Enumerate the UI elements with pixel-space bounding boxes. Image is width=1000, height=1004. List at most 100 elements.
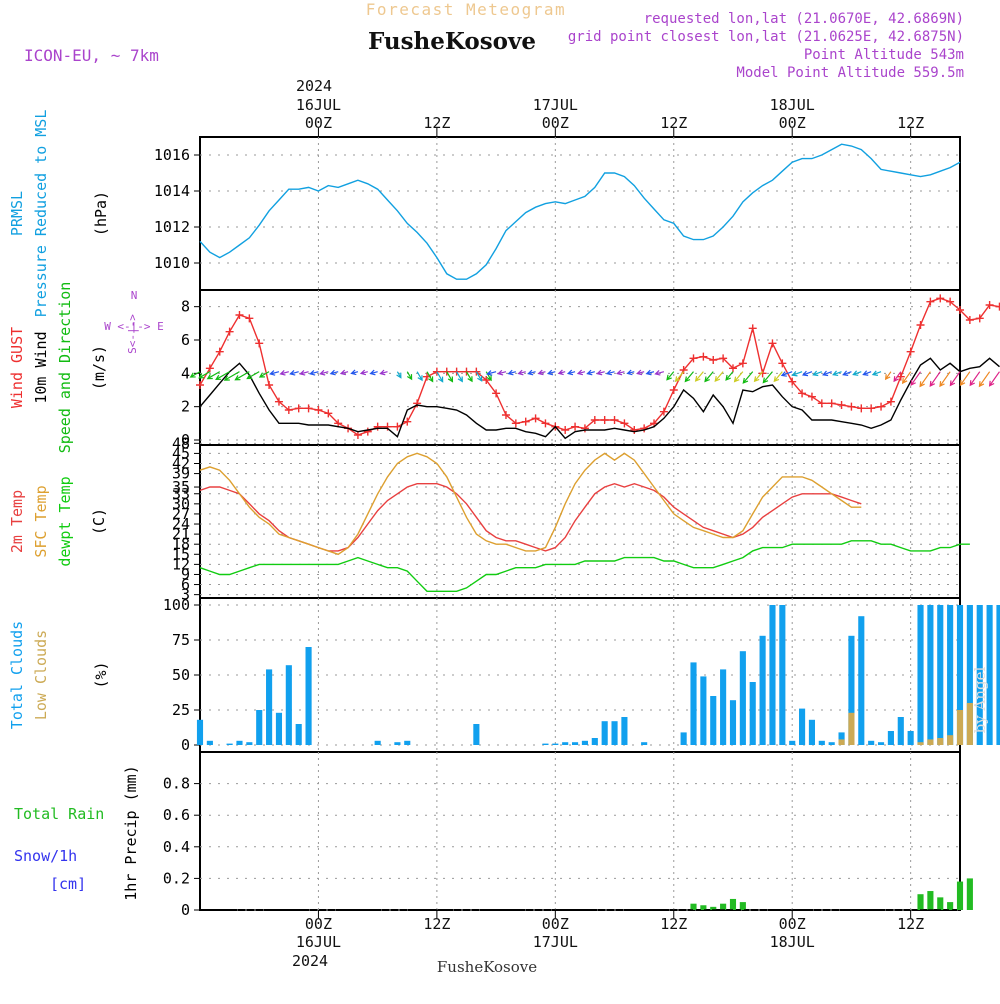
- y-tick-label: 1010: [154, 254, 190, 272]
- gust-marker: [393, 422, 402, 431]
- wind-direction-arrow: [812, 370, 823, 377]
- model-label: ICON-EU, ~ 7km: [24, 46, 159, 65]
- y-tick-label: 45: [172, 444, 190, 462]
- panel-variable-label: 10m Wind: [32, 331, 50, 403]
- gust-marker: [630, 426, 639, 434]
- bar-mark: [275, 712, 283, 745]
- y-tick-label: 0: [181, 901, 190, 919]
- gust-marker: [196, 381, 204, 389]
- wind-direction-arrow: [475, 371, 483, 382]
- bottom-date-label: 17JUL: [533, 933, 578, 951]
- wind-direction-arrow: [456, 371, 463, 383]
- gust-marker: [886, 397, 895, 406]
- wind-direction-arrow: [780, 371, 793, 377]
- wind-direction-arrow: [949, 371, 961, 387]
- gust-marker: [758, 369, 767, 378]
- bottom-time-label: 12Z: [897, 915, 924, 933]
- bar-mark: [710, 906, 717, 910]
- wind-direction-arrow: [969, 371, 981, 387]
- gust-marker: [245, 314, 254, 323]
- bar-mark: [680, 732, 687, 745]
- bar-mark: [779, 605, 786, 745]
- wind-direction-arrow: [246, 371, 260, 380]
- gust-marker: [205, 364, 214, 373]
- y-tick-label: 0.6: [163, 806, 190, 824]
- y-tick-label: 1014: [154, 182, 190, 200]
- bar-mark: [956, 710, 964, 745]
- panel-unit-label: (%): [92, 661, 110, 688]
- gust-marker: [728, 364, 737, 373]
- wind-direction-arrow: [832, 370, 842, 377]
- closest-gridpoint-coordinates: grid point closest lon,lat (21.0625E, 42…: [568, 29, 964, 45]
- y-tick-label: 21: [172, 525, 190, 543]
- gust-marker: [324, 409, 333, 418]
- wind-direction-arrow: [674, 371, 685, 383]
- wind-direction-arrow: [901, 371, 912, 385]
- wind-direction-arrow: [645, 369, 655, 376]
- gust-marker: [719, 354, 728, 363]
- gust-marker: [531, 414, 540, 423]
- top-year-label: 2024: [296, 77, 332, 95]
- y-tick-label: 15: [172, 545, 190, 563]
- compass-south-axis: S<-|->: [126, 314, 139, 354]
- bar-mark: [799, 708, 806, 745]
- y-tick-label: 25: [172, 701, 190, 719]
- bar-mark: [295, 724, 302, 745]
- bar-mark: [996, 605, 1000, 745]
- bar-mark: [266, 669, 273, 745]
- bar-mark: [749, 682, 756, 745]
- bar-mark: [947, 735, 954, 745]
- bar-mark: [621, 717, 628, 745]
- y-tick-label: 6: [181, 331, 190, 349]
- wind-direction-arrow: [586, 369, 595, 376]
- bar-mark: [246, 742, 253, 745]
- wind-direction-arrow: [557, 369, 566, 376]
- bar-mark: [206, 740, 213, 745]
- top-time-label: 12Z: [897, 114, 924, 132]
- wind-direction-arrow: [862, 370, 872, 376]
- gust-marker: [373, 422, 382, 431]
- chart-panels: 1010 1012 1014 1016 PRMSL Pressure Reduced to…: [8, 96, 1000, 951]
- bar-mark: [690, 903, 697, 910]
- bar-mark: [305, 647, 312, 745]
- panel-variable-label: PRMSL: [8, 191, 26, 236]
- gust-marker: [255, 339, 264, 348]
- y-tick-label: 12: [172, 555, 190, 573]
- wind-direction-arrow: [852, 370, 862, 376]
- bar-mark: [818, 740, 825, 745]
- gust-marker: [965, 316, 974, 324]
- y-tick-label: 33: [172, 485, 190, 503]
- bar-mark: [552, 743, 559, 745]
- gust-marker: [896, 372, 905, 381]
- gust-marker: [847, 402, 856, 411]
- bar-mark: [966, 878, 973, 910]
- bar-mark: [226, 743, 233, 745]
- panel-unit-label: (C): [90, 508, 108, 535]
- bar-mark: [848, 635, 855, 745]
- wind-direction-arrow: [773, 371, 783, 383]
- bar-mark: [887, 731, 894, 745]
- y-tick-label: 2: [181, 398, 190, 416]
- panel-variable-label: dewpt Temp: [56, 476, 74, 566]
- gust-marker: [561, 426, 570, 434]
- gust-marker: [916, 321, 925, 329]
- gust-marker: [265, 381, 274, 389]
- chart-header: Forecast Meteogram FusheKosove ICON-EU, …: [24, 0, 989, 976]
- wind-direction-arrow: [910, 371, 922, 387]
- rain-label: Total Rain: [14, 805, 104, 823]
- wind-direction-arrow: [350, 369, 359, 376]
- y-tick-label: 24: [172, 515, 190, 533]
- wind-direction-arrow: [959, 371, 971, 387]
- bar-mark: [917, 742, 924, 745]
- panel-2: 0 2 4 6 8 Wind GUST 10m Wind Speed and Directio…: [8, 282, 1000, 454]
- wind-direction-arrow: [436, 371, 444, 383]
- wind-direction-arrow: [189, 371, 201, 378]
- gust-marker: [600, 416, 609, 424]
- bar-mark: [404, 740, 411, 745]
- panel-variable-label: Speed and Direction: [56, 282, 74, 454]
- gust-marker: [827, 399, 836, 408]
- wind-direction-arrow: [566, 369, 576, 376]
- panel-unit-label: (m/s): [90, 345, 108, 390]
- bar-mark: [581, 740, 588, 745]
- gust-marker: [413, 399, 422, 408]
